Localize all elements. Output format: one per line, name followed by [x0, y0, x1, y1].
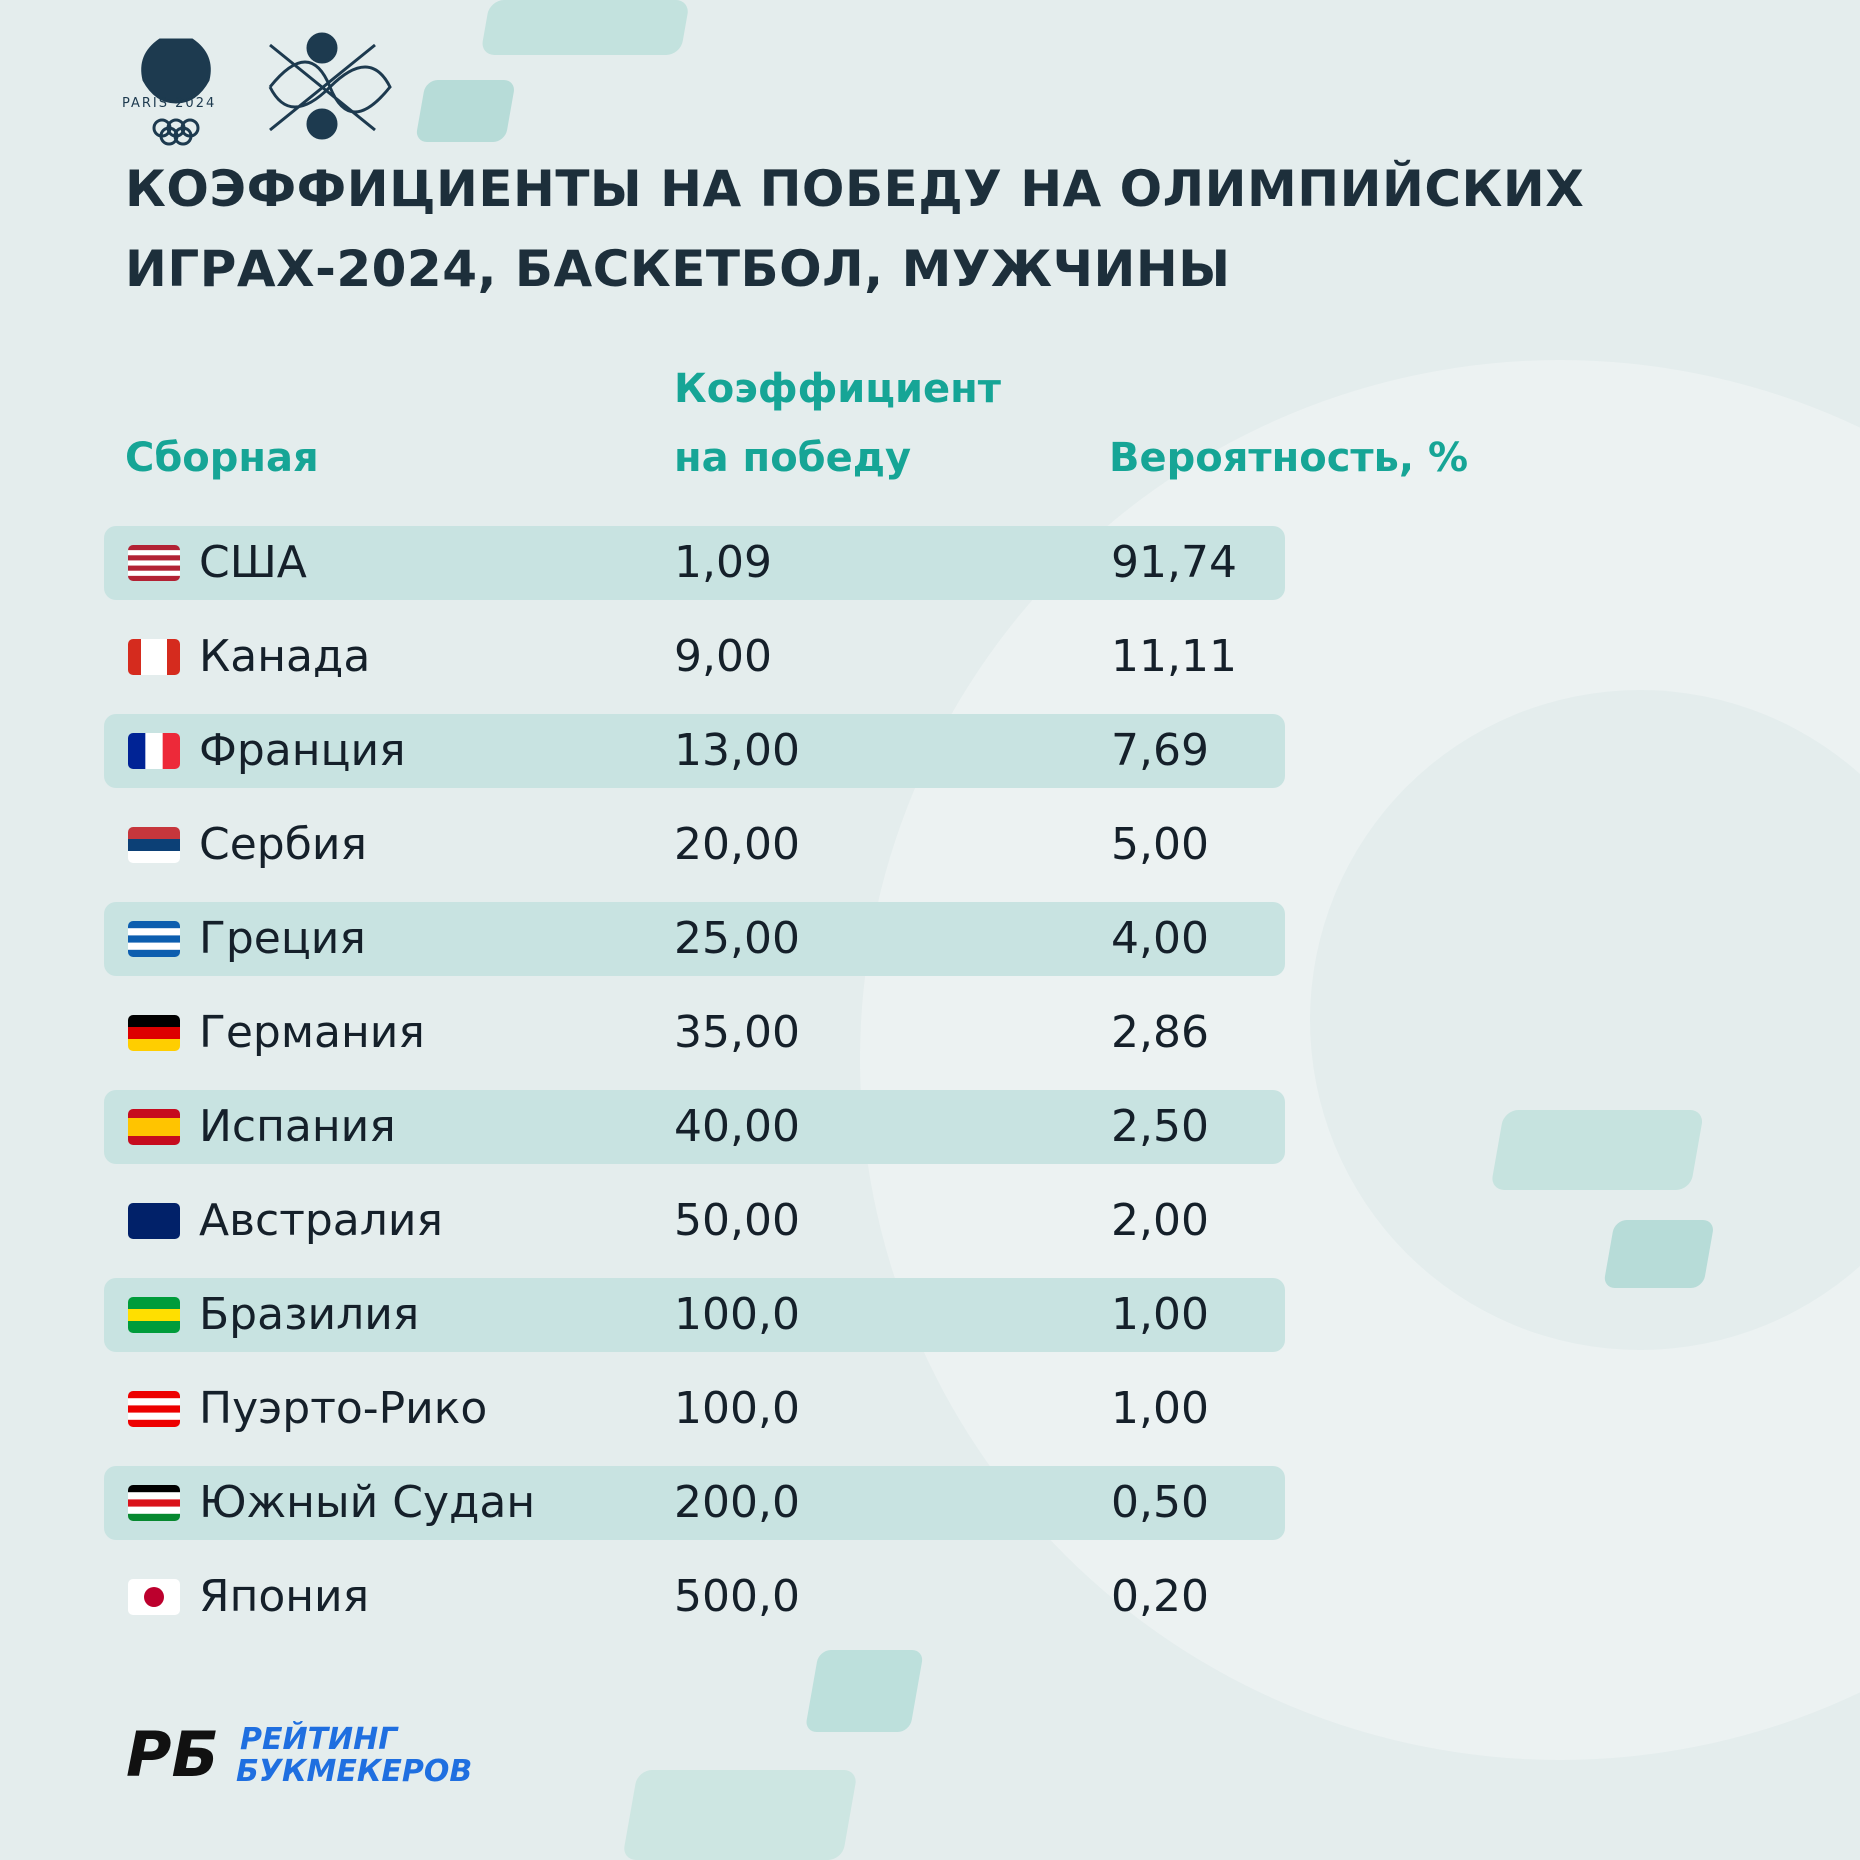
table-cell: Германия: [199, 1007, 425, 1058]
row-background: [104, 1278, 1285, 1352]
row-background: [104, 526, 1285, 600]
table-cell: 100,0: [674, 1289, 800, 1340]
flag: [128, 921, 180, 957]
table-cell: Франция: [199, 725, 406, 776]
table-cell: 1,00: [1111, 1383, 1209, 1434]
column-header: Вероятность, %: [1109, 435, 1469, 481]
column-header: Сборная: [125, 435, 319, 481]
table-cell: Греция: [199, 913, 366, 964]
table-cell: 13,00: [674, 725, 800, 776]
title-line: КОЭФФИЦИЕНТЫ НА ПОБЕДУ НА ОЛИМПИЙСКИХ: [125, 160, 1585, 218]
flag: [128, 733, 180, 769]
flag: [128, 1015, 180, 1051]
flag: [128, 1203, 180, 1239]
flag: [128, 1297, 180, 1333]
table-cell: 0,50: [1111, 1477, 1209, 1528]
table-cell: США: [199, 537, 307, 588]
title-line: ИГРАХ-2024, БАСКЕТБОЛ, МУЖЧИНЫ: [125, 240, 1231, 298]
flag: [128, 1109, 180, 1145]
flag: [128, 1579, 180, 1615]
table-cell: 20,00: [674, 819, 800, 870]
flag: [128, 545, 180, 581]
row-background: [104, 714, 1285, 788]
table-cell: 2,50: [1111, 1101, 1209, 1152]
row-background: [104, 902, 1285, 976]
flag: [128, 1391, 180, 1427]
table-cell: 4,00: [1111, 913, 1209, 964]
table-cell: 91,74: [1111, 537, 1237, 588]
table-cell: 50,00: [674, 1195, 800, 1246]
table-cell: Канада: [199, 631, 371, 682]
table-cell: 0,20: [1111, 1571, 1209, 1622]
table-cell: Сербия: [199, 819, 367, 870]
table-cell: 200,0: [674, 1477, 800, 1528]
table-cell: Южный Судан: [199, 1477, 536, 1528]
table-cell: 1,09: [674, 537, 772, 588]
brand-mark: РБ: [126, 1718, 219, 1791]
flag: [128, 1485, 180, 1521]
table-cell: Пуэрто-Рико: [199, 1383, 488, 1434]
olympic-logo-text: PARIS 2024: [122, 96, 217, 111]
table-cell: Бразилия: [199, 1289, 420, 1340]
table-cell: Австралия: [199, 1195, 443, 1246]
flag: [128, 827, 180, 863]
brand-line: РЕЙТИНГ: [240, 1722, 398, 1757]
column-header: Коэффициент: [674, 366, 1001, 412]
brand-line: БУКМЕКЕРОВ: [236, 1754, 473, 1789]
flag: [128, 639, 180, 675]
table-cell: Испания: [199, 1101, 396, 1152]
table-cell: 1,00: [1111, 1289, 1209, 1340]
table-cell: 100,0: [674, 1383, 800, 1434]
row-background: [104, 1090, 1285, 1164]
column-header: на победу: [674, 435, 912, 481]
table-cell: 35,00: [674, 1007, 800, 1058]
table-cell: 2,86: [1111, 1007, 1209, 1058]
row-background: [104, 1466, 1285, 1540]
table-cell: Япония: [199, 1571, 370, 1622]
table-cell: 40,00: [674, 1101, 800, 1152]
table-cell: 500,0: [674, 1571, 800, 1622]
table-cell: 2,00: [1111, 1195, 1209, 1246]
table-cell: 25,00: [674, 913, 800, 964]
table-cell: 9,00: [674, 631, 772, 682]
table-cell: 5,00: [1111, 819, 1209, 870]
table-cell: 7,69: [1111, 725, 1209, 776]
table-cell: 11,11: [1111, 631, 1237, 682]
